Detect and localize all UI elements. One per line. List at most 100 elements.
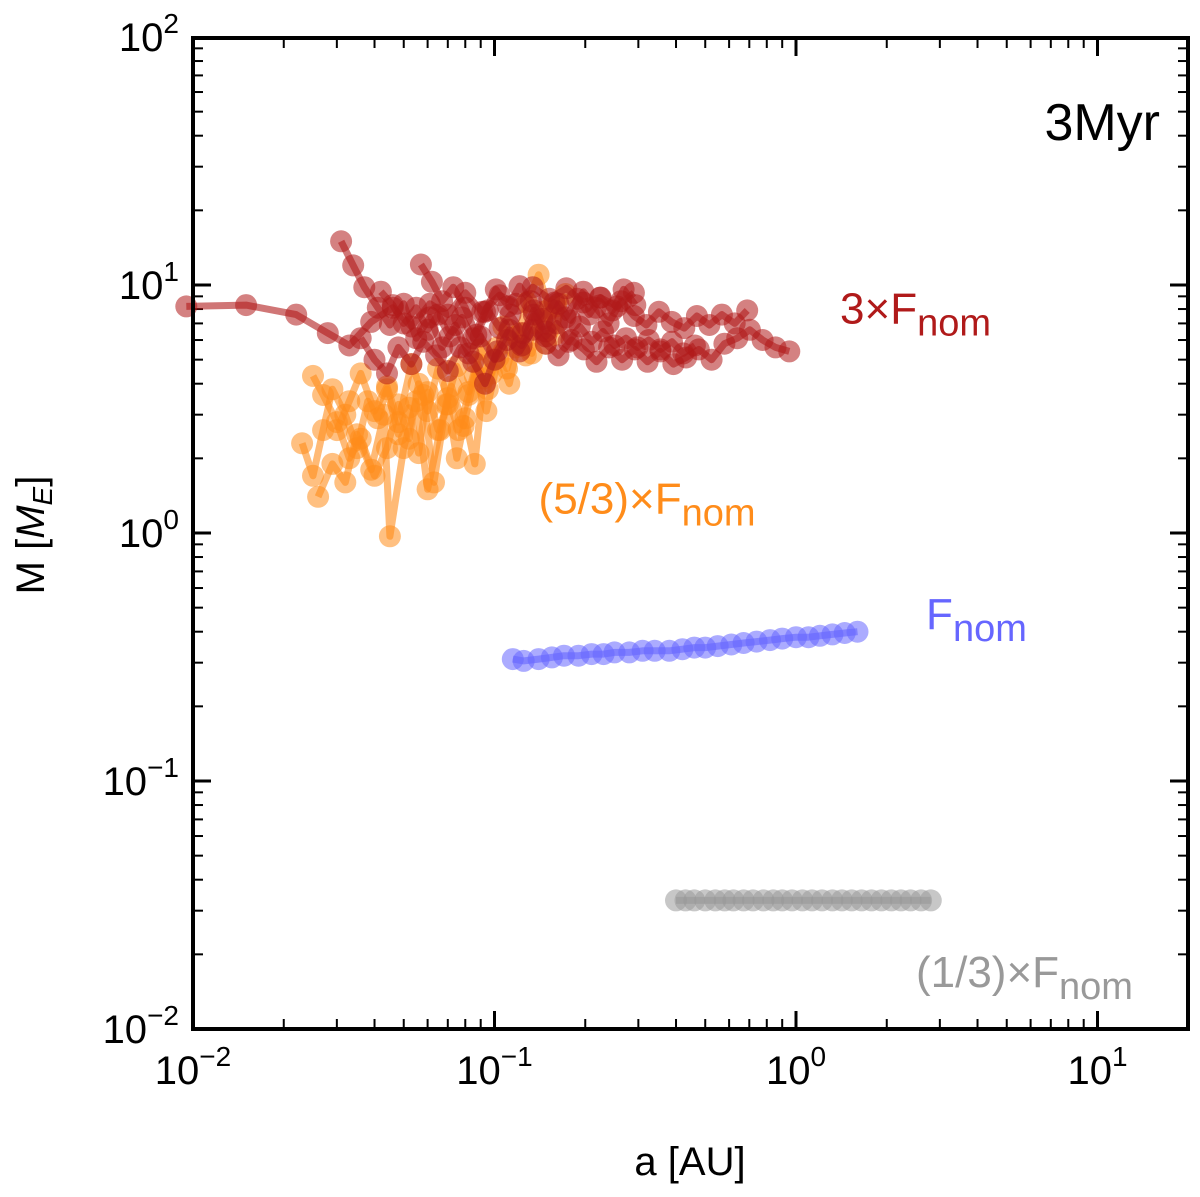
series-label-sub: nom [1059, 966, 1133, 1008]
y-tick-label-exponent: 1 [163, 256, 179, 287]
data-point [498, 372, 521, 395]
data-point [462, 350, 485, 373]
y-tick-label-base: 10 [119, 264, 164, 308]
y-axis-label-prefix: M [ [9, 539, 53, 595]
x-tick-label-exponent: 1 [1112, 1041, 1128, 1072]
data-point [353, 276, 376, 299]
time-label: 3Myr [1044, 94, 1160, 152]
y-tick-label-exponent: −1 [147, 752, 179, 783]
data-point [566, 287, 589, 310]
series-label-main: (1/3)×F [916, 948, 1059, 997]
data-point [427, 303, 450, 326]
data-point [475, 400, 498, 423]
y-tick-label-base: 10 [103, 760, 148, 804]
data-point [360, 458, 383, 481]
data-point [302, 464, 324, 487]
data-point [612, 278, 635, 301]
series-1 [501, 620, 869, 672]
y-tick-label: 100 [119, 504, 179, 556]
data-point [683, 334, 706, 357]
series-label-main: F [926, 590, 953, 639]
data-point [451, 306, 473, 329]
y-tick-label-base: 10 [119, 512, 164, 556]
x-tick-label-base: 10 [1067, 1049, 1112, 1093]
series-label-sub: nom [953, 608, 1027, 650]
data-point [778, 340, 801, 363]
data-point [846, 620, 869, 643]
y-tick-label: 101 [119, 256, 179, 308]
data-point [700, 348, 723, 371]
data-point [585, 350, 608, 373]
data-point [392, 437, 415, 460]
data-point [462, 327, 485, 350]
x-tick-label-base: 10 [456, 1049, 501, 1093]
data-point [578, 303, 601, 326]
x-tick-label-exponent: −2 [199, 1041, 231, 1072]
data-point [554, 306, 577, 329]
y-axis-label: M [ME] [9, 476, 58, 595]
y-tick-label-exponent: −2 [147, 1000, 179, 1031]
series-label: (5/3)×Fnom [539, 474, 756, 534]
data-point [452, 415, 475, 437]
x-tick-label: 10−1 [456, 1041, 532, 1093]
data-point [497, 295, 520, 318]
y-tick-label: 102 [119, 8, 179, 60]
data-point [338, 390, 361, 413]
data-point [425, 344, 448, 367]
y-axis-label-var: M [9, 505, 53, 539]
data-point [325, 419, 348, 442]
data-point [400, 353, 423, 376]
x-tick-label-base: 10 [766, 1049, 811, 1093]
data-point [291, 432, 314, 455]
series-label: (1/3)×Fnom [916, 948, 1133, 1008]
data-point [342, 254, 365, 277]
data-point [321, 452, 344, 475]
y-axis-label-sub: E [27, 486, 58, 505]
data-point [330, 230, 353, 253]
data-point [457, 381, 480, 404]
data-point [486, 340, 509, 363]
data-point [434, 393, 457, 416]
data-point [423, 471, 445, 494]
data-point [624, 294, 647, 317]
data-point [420, 270, 443, 293]
series-3 [175, 230, 801, 395]
data-point [484, 278, 507, 301]
data-point [557, 330, 580, 353]
series-label-sub: nom [917, 302, 991, 344]
data-point [392, 312, 415, 335]
series-label: 3×Fnom [840, 284, 991, 344]
plot-frame [191, 36, 1190, 1031]
y-tick-label: 10−2 [103, 1000, 179, 1052]
data-point [405, 296, 428, 319]
data-point [349, 327, 372, 350]
x-tick-label-exponent: −1 [501, 1041, 533, 1072]
data-point [531, 307, 554, 330]
data-point [736, 299, 759, 322]
y-tick-label-base: 10 [103, 1008, 148, 1052]
data-point [334, 471, 357, 494]
data-point [601, 299, 624, 322]
x-axis-label: a [AU] [634, 1140, 745, 1184]
data-point [519, 290, 542, 313]
y-tick-label-exponent: 2 [163, 8, 179, 39]
x-tick-label-exponent: 0 [810, 1041, 826, 1072]
data-point [442, 276, 465, 299]
data-point [508, 275, 531, 298]
series-label: Fnom [926, 590, 1027, 650]
data-point [438, 325, 461, 348]
y-axis-label-suffix: ] [9, 476, 53, 487]
data-point [387, 411, 410, 434]
data-point [363, 400, 386, 423]
data-point [307, 485, 330, 508]
x-tick-label: 101 [1067, 1041, 1127, 1093]
data-point [474, 300, 496, 323]
series-label-main: 3×F [840, 284, 917, 333]
data-point [445, 447, 468, 470]
data-point [316, 322, 339, 345]
plot-series-layer [175, 230, 942, 912]
series-label-sub: nom [682, 492, 756, 534]
